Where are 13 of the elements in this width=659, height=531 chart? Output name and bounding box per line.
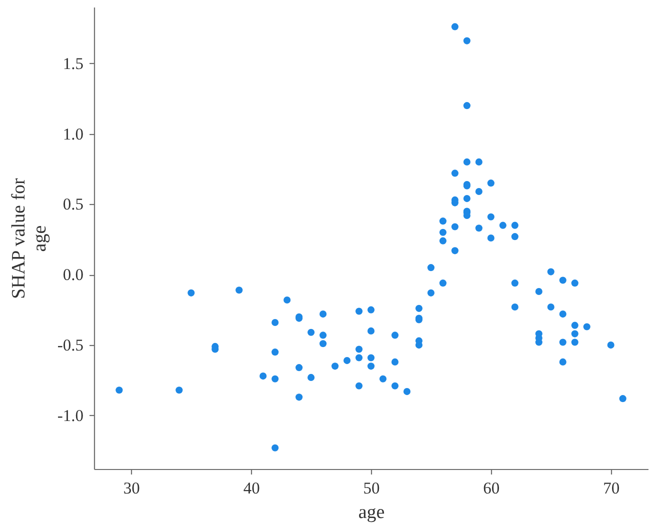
y-tick-label: 1.0 — [62, 124, 84, 144]
x-tick-label: 40 — [243, 478, 260, 498]
y-tick-label: 0.0 — [62, 265, 84, 284]
y-tick-label: 0.5 — [62, 194, 84, 214]
y-tick-label: 1.5 — [62, 54, 84, 73]
x-axis-title: age — [358, 502, 385, 523]
x-tick-label: 30 — [123, 478, 140, 498]
x-tick-label: 70 — [603, 478, 620, 498]
y-axis-title: SHAP value for age — [8, 177, 50, 299]
y-tick-label: -1.0 — [57, 406, 84, 425]
x-tick-label: 50 — [363, 478, 380, 498]
y-tick-label: -0.5 — [57, 336, 84, 355]
x-tick-label: 60 — [483, 478, 500, 498]
